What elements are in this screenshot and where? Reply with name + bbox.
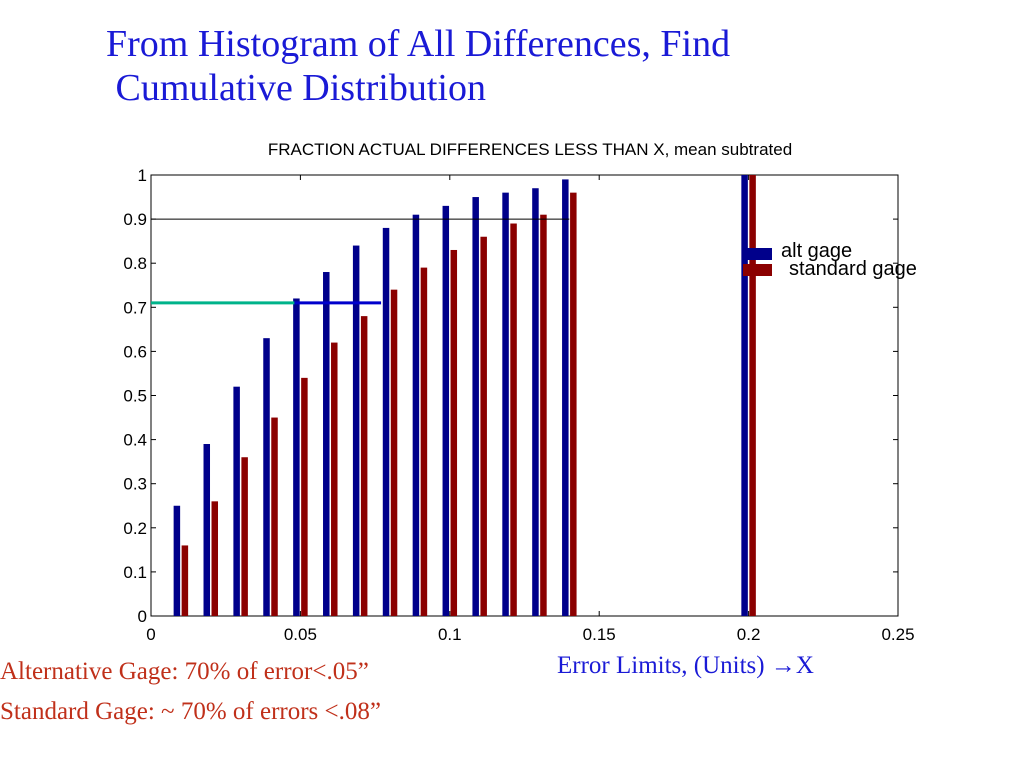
bar-standard-gage [360, 316, 368, 616]
bar-alt-gage [532, 188, 539, 617]
y-tick-label: 1 [138, 166, 147, 185]
note-alternative-gage: Alternative Gage: 70% of error<.05” [0, 658, 369, 685]
bar-alt-gage [173, 505, 181, 616]
bar-alt-gage [382, 227, 390, 617]
y-tick-label: 0.8 [123, 254, 147, 273]
bar-standard-gage [540, 214, 547, 616]
y-tick-label: 0.7 [123, 298, 147, 317]
x-tick-label: 0.05 [284, 625, 317, 644]
bar-alt-gage [562, 179, 569, 616]
chart-title: FRACTION ACTUAL DIFFERENCES LESS THAN X,… [267, 140, 793, 159]
bar-alt-gage [233, 386, 240, 616]
bar-standard-gage [271, 417, 278, 616]
bar-alt-gage [203, 444, 211, 616]
x-tick-label: 0.15 [583, 625, 616, 644]
y-tick-label: 0.5 [123, 387, 147, 406]
bar-alt-gage [412, 214, 420, 616]
y-tick-label: 0.6 [123, 342, 147, 361]
bar-standard-gage [241, 457, 248, 616]
x-tick-label: 0.1 [438, 625, 462, 644]
legend-swatch-alt-gage [743, 248, 772, 260]
legend-label-alt-gage: alt gage [781, 240, 853, 262]
bar-alt-gage [352, 245, 360, 616]
y-tick-label: 0.9 [123, 210, 147, 229]
bar-standard-gage [480, 236, 487, 617]
bar-standard-gage [510, 223, 517, 616]
bar-alt-gage [502, 192, 509, 616]
bar-standard-gage [331, 342, 338, 616]
bar-alt-gage [442, 205, 450, 616]
bar-standard-gage [749, 175, 756, 616]
legend-label-standard-gage: standard gage [789, 258, 917, 280]
bar-standard-gage [211, 501, 219, 616]
bar-alt-gage [263, 338, 270, 616]
y-tick-label: 0.3 [123, 475, 147, 494]
slide-title-line-2: Cumulative Distribution [106, 67, 486, 109]
bar-alt-gage [293, 298, 300, 616]
x-tick-label: 0 [146, 625, 155, 644]
bar-standard-gage [390, 289, 398, 616]
x-tick-label: 0.2 [737, 625, 761, 644]
x-tick-label: 0.25 [881, 625, 914, 644]
x-axis-caption-variable: X [795, 652, 814, 679]
right-arrow-icon: → [770, 652, 796, 679]
slide-title: From Histogram of All Differences, Find … [106, 22, 1006, 110]
note-standard-gage: Standard Gage: ~ 70% of errors <.08” [0, 698, 381, 725]
bar-standard-gage [181, 545, 189, 616]
bar-standard-gage [420, 267, 428, 616]
x-axis-caption: Error Limits, (Units) →X [557, 652, 814, 680]
y-tick-label: 0 [138, 607, 147, 626]
bar-alt-gage [741, 175, 748, 616]
bar-standard-gage [450, 249, 458, 616]
bar-alt-gage [323, 272, 330, 616]
bar-standard-gage [301, 377, 308, 616]
x-axis-caption-text: Error Limits, (Units) [557, 652, 771, 679]
legend-swatch-standard-gage [743, 264, 772, 276]
bar-alt-gage [472, 197, 479, 617]
y-tick-label: 0.2 [123, 519, 147, 538]
y-tick-label: 0.4 [123, 431, 147, 450]
y-tick-label: 0.1 [123, 563, 147, 582]
bar-standard-gage [570, 192, 577, 616]
slide-title-line-1: From Histogram of All Differences, Find [106, 23, 731, 65]
